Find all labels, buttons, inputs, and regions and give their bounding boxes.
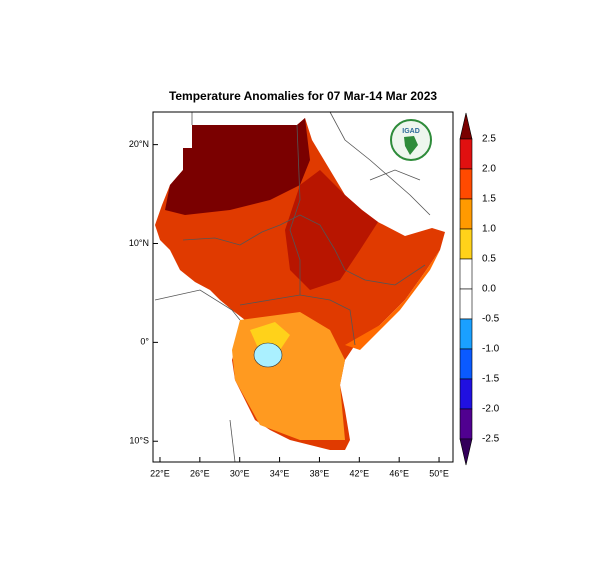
country-border (369, 169, 421, 181)
hot-highlands (285, 170, 378, 290)
y-tick-label: 0° (140, 337, 149, 347)
colorbar-label: 0.0 (482, 284, 496, 295)
colorbar-box (459, 138, 473, 170)
y-tick-label: 20°N (129, 139, 149, 149)
colorbar-box (459, 258, 473, 290)
colorbar-box (459, 408, 473, 440)
colorbar-box (459, 348, 473, 380)
lake-victoria (253, 342, 283, 368)
colorbar-box (459, 318, 473, 350)
logo-africa (404, 136, 418, 155)
colorbar-label: 1.5 (482, 194, 496, 205)
x-tick-label: 34°E (270, 468, 290, 478)
country-border (154, 289, 241, 321)
colorbar-label: 2.0 (482, 164, 496, 175)
colorbar-box (459, 288, 473, 320)
x-tick-label: 30°E (230, 468, 250, 478)
colorbar-box (459, 378, 473, 410)
colorbar-box (459, 198, 473, 230)
colorbar-label: -2.5 (482, 434, 500, 445)
colorbar-box (459, 168, 473, 200)
x-tick-label: 46°E (389, 468, 409, 478)
x-tick-label: 26°E (190, 468, 210, 478)
colorbar-box (459, 228, 473, 260)
colorbar-label: 0.5 (482, 254, 496, 265)
logo-text: IGAD (402, 128, 420, 135)
colorbar-underflow (459, 438, 473, 466)
y-tick-label: 10°N (129, 238, 149, 248)
country-border (229, 419, 236, 463)
x-tick-label: 42°E (349, 468, 369, 478)
colorbar-label: -0.5 (482, 314, 500, 325)
x-tick-label: 38°E (310, 468, 330, 478)
map-title: Temperature Anomalies for 07 Mar-14 Mar … (169, 89, 437, 103)
colorbar-label: -1.0 (482, 344, 500, 355)
colorbar-label: 1.0 (482, 224, 496, 235)
country-border (289, 124, 301, 295)
hot-north (165, 118, 310, 215)
x-tick-label: 22°E (150, 468, 170, 478)
country-border (182, 214, 426, 286)
map-area: IGAD (152, 111, 454, 463)
map-frame (152, 111, 454, 463)
x-tick-label: 50°E (429, 468, 449, 478)
colorbar-label: -1.5 (482, 374, 500, 385)
country-border (329, 111, 431, 216)
colorbar-label: 2.5 (482, 134, 496, 145)
y-tick-label: 10°S (129, 436, 149, 446)
mild-patch (250, 322, 290, 350)
colorbar-label: -2.0 (482, 404, 500, 415)
country-border (239, 294, 356, 346)
